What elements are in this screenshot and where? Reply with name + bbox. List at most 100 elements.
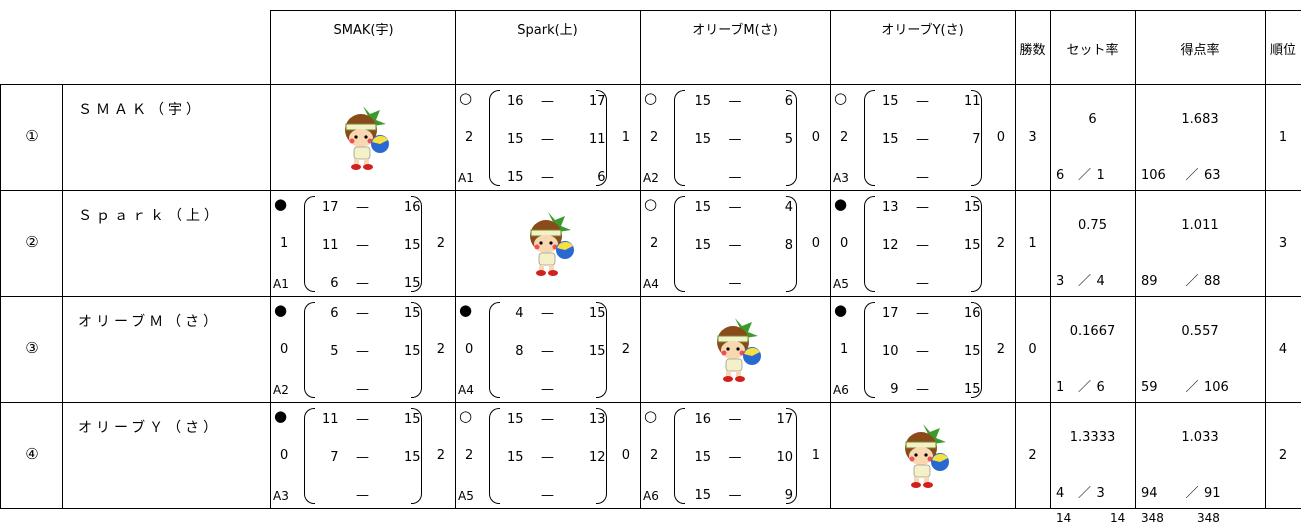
match-cell: ● 0 2 A4 — 4 15 — 8 15 — [455,296,641,403]
set-rate: 6 6 ／ 1 [1050,84,1136,191]
wins-text: 0 [1028,342,1037,357]
mascot [904,424,949,488]
set-score: 17 [321,200,339,215]
column-header: オリーブM(さ) [692,23,778,38]
mascot [344,106,389,170]
wins: 0 [1015,296,1051,403]
team-name-text: オリーブＹ（さ） [78,420,222,436]
rate-value: 0.75 [1078,218,1107,233]
sets-won: 2 [840,130,849,145]
ratio-separator: ／ [1077,380,1091,395]
set-score: 15 [963,238,981,253]
team-name-text: オリーブＭ（さ） [78,314,222,330]
match-cell: ○ 2 0 A2 — 15 6 — 15 5 — [640,84,831,191]
set-separator: — [356,344,369,359]
result-mark: ○ [644,89,658,107]
ratio-denominator: 91 [1204,486,1221,501]
match-cell: ● 1 2 A1 — 17 16 — 11 15 — 6 15 [270,190,456,297]
set-separator: — [728,170,742,185]
mascot [717,318,761,382]
header-cell: オリーブY(さ) [830,10,1016,85]
header-cell: 得点率 [1135,10,1266,85]
set-score: 15 [881,94,899,109]
set-separator: — [541,132,554,147]
row-number-text: ② [25,233,39,251]
set-score: 13 [881,200,899,215]
ratio-denominator: 6 [1096,380,1105,395]
ratio-separator: ／ [1185,486,1199,501]
set-separator: — [728,412,742,427]
set-score: 15 [403,276,421,291]
match-code: A3 [833,171,849,185]
set-score: 16 [403,200,421,215]
set-separator: — [728,94,742,109]
row-number: ④ [0,402,63,509]
match-cell [270,84,456,191]
set-separator: — [916,306,929,321]
set-score: 15 [588,306,606,321]
sets-won: 1 [280,236,289,251]
wins-text: 2 [1028,448,1037,463]
match-code: A5 [458,489,474,503]
ratio-numerator: 3 [1056,274,1065,289]
header-cell: セット率 [1050,10,1136,85]
sets-won: 0 [280,342,289,357]
match-code: A1 [273,277,289,291]
match-cell: ○ 2 0 A5 — 15 13 — 15 12 — [455,402,641,509]
header-cell: SMAK(宇) [270,10,456,85]
match-cell: ● 0 2 A2 — 6 15 — 5 15 — [270,296,456,403]
set-score: 16 [694,412,711,427]
sets-lost: 0 [811,130,820,145]
ratio-denominator: 3 [1096,486,1105,501]
set-score: 15 [963,344,981,359]
set-score: 4 [784,200,793,215]
set-score: 12 [588,450,606,465]
set-score: 17 [588,94,606,109]
set-score: 15 [881,132,899,147]
set-score: 15 [694,200,711,215]
set-score: 17 [881,306,899,321]
ratio-separator: ／ [1077,486,1091,501]
set-score: 5 [330,344,339,359]
set-separator: — [541,412,554,427]
set-score: 8 [784,238,793,253]
wins: 2 [1015,402,1051,509]
set-score: 11 [963,94,981,109]
sets-lost: 2 [436,342,445,357]
match-cell: ○ 2 1 A6 — 16 17 — 15 10 — 15 9 [640,402,831,509]
set-separator: — [916,238,929,253]
ratio-separator: ／ [1185,168,1199,183]
rank: 2 [1265,402,1301,509]
sets-lost: 2 [436,236,445,251]
header-cell: 勝数 [1015,10,1051,85]
set-score: 15 [963,382,981,397]
set-score: 15 [403,412,421,427]
match-cell: ● 0 2 A3 — 11 15 — 7 15 — [270,402,456,509]
team-name: オリーブＭ（さ） [62,296,271,403]
set-score: 16 [506,94,524,109]
row-number-text: ④ [25,445,39,463]
result-mark: ○ [834,89,848,107]
ratio-numerator: 1 [1056,380,1065,395]
sets-won: 2 [650,448,659,463]
team-name-text: ＳＭＡＫ（宇） [78,102,204,118]
header-cell: オリーブM(さ) [640,10,831,85]
set-separator: — [356,382,369,397]
set-score: 16 [963,306,981,321]
mascot [529,212,574,276]
result-mark: ○ [459,89,473,107]
set-separator: — [728,488,742,503]
set-separator: — [916,94,929,109]
sets-won: 2 [465,130,474,145]
set-separator: — [916,200,929,215]
ratio-denominator: 88 [1204,274,1221,289]
rate-value: 1.3333 [1069,430,1116,445]
set-score: 10 [881,344,899,359]
sets-lost: 0 [996,130,1005,145]
set-score: 6 [597,170,606,185]
set-score: 15 [694,238,711,253]
ratio-denominator: 106 [1204,380,1229,395]
rate-value: 0.557 [1181,324,1219,339]
set-score: 6 [330,276,339,291]
ratio-numerator: 106 [1141,168,1166,183]
